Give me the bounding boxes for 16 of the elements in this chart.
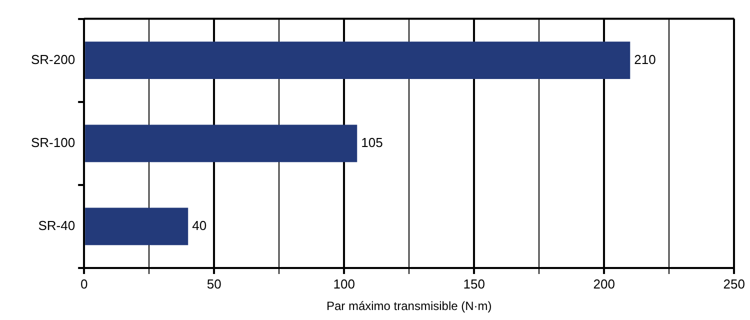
x-tick-label: 250	[723, 276, 746, 292]
x-tick-label: 200	[593, 276, 615, 292]
x-tick-label: 50	[206, 276, 222, 292]
x-tick-label: 150	[463, 276, 485, 292]
y-tick-label: SR-100	[31, 134, 76, 150]
y-tick-label: SR-200	[31, 52, 76, 67]
x-tick-label: 100	[333, 276, 355, 292]
bar	[85, 124, 358, 162]
y-tick-label: SR-40	[38, 218, 76, 234]
bar	[85, 42, 630, 80]
data-label: 40	[192, 218, 207, 234]
bar	[85, 208, 188, 246]
x-tick-label: 0	[80, 276, 88, 292]
x-axis-title: Par máximo transmisible (N·m)	[326, 299, 492, 314]
data-label: 210	[634, 52, 656, 67]
data-label: 105	[361, 134, 383, 150]
